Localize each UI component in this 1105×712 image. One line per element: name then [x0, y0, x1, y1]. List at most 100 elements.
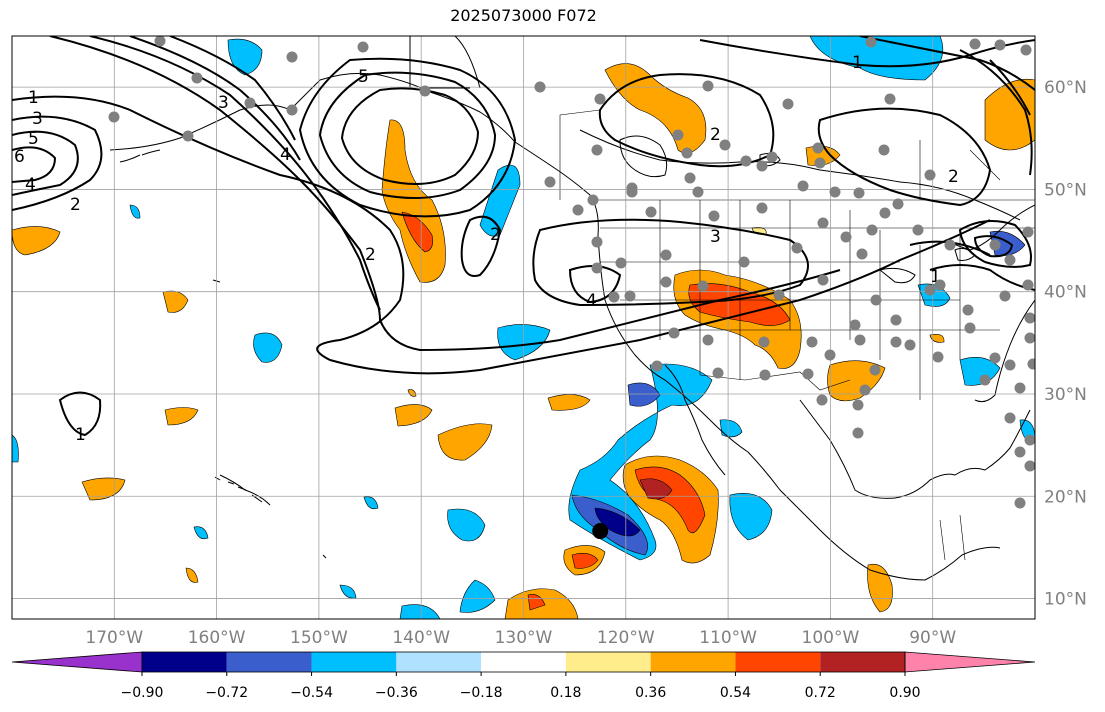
- station-dot: [865, 36, 877, 48]
- station-dot: [660, 276, 672, 288]
- station-dot: [870, 294, 882, 306]
- station-dot: [853, 187, 865, 199]
- contour-label-2-mid: 2: [365, 245, 376, 265]
- station-dot: [934, 279, 946, 291]
- station-dot: [892, 198, 904, 210]
- station-dot: [154, 36, 166, 47]
- station-dot: [773, 289, 785, 301]
- station-dot: [594, 93, 606, 105]
- station-dot: [812, 142, 824, 154]
- colorbar-bin: [142, 652, 227, 672]
- lon-tick-label: 150°W: [290, 628, 348, 648]
- station-dot: [791, 242, 803, 254]
- colorbar-bin: [396, 652, 482, 672]
- colorbar-bin: [735, 652, 821, 672]
- station-dot: [357, 41, 369, 53]
- contour-lines: [12, 36, 1035, 437]
- station-dot: [979, 374, 991, 386]
- station-dot: [856, 248, 868, 260]
- station-dot: [702, 334, 714, 346]
- station-dot: [912, 224, 924, 236]
- station-dot: [1004, 254, 1016, 266]
- station-dot: [849, 319, 861, 331]
- colorbar-tick-labels: −0.90 −0.72 −0.54 −0.36 −0.18 0.18 0.36 0.54 0.7…: [121, 672, 921, 701]
- station-dot: [286, 51, 298, 63]
- lon-tick-label: 170°W: [85, 628, 143, 648]
- contour-label-3-us: 3: [710, 227, 721, 247]
- station-dot: [591, 262, 603, 274]
- colorbar-bin: [650, 652, 736, 672]
- contour-label-4-nw: 4: [280, 145, 291, 165]
- station-dot: [572, 204, 584, 216]
- station-dot: [681, 147, 693, 159]
- contour-label-4-us: 4: [586, 291, 597, 311]
- station-dot: [797, 180, 809, 192]
- station-dot: [1024, 332, 1035, 344]
- colorbar-tick-label: −0.54: [290, 685, 333, 701]
- station-dot: [924, 169, 936, 181]
- lon-tick-label: 110°W: [699, 628, 757, 648]
- station-dot: [587, 194, 599, 206]
- lon-tick-label: 160°W: [188, 628, 246, 648]
- lon-tick-label: 130°W: [495, 628, 553, 648]
- colorbar: [11, 651, 1036, 673]
- station-dot: [591, 144, 603, 156]
- station-dot: [738, 256, 750, 268]
- station-dot: [814, 157, 826, 169]
- colorbar-bin: [565, 652, 651, 672]
- station-dot: [1024, 460, 1035, 472]
- station-dot: [969, 38, 981, 50]
- station-dot: [1024, 312, 1035, 324]
- lon-tick-label: 90°W: [909, 628, 956, 648]
- contour-label-3: 3: [32, 109, 43, 129]
- colorbar-tick-label: −0.90: [121, 685, 164, 701]
- station-dot: [419, 85, 431, 97]
- station-dot: [869, 364, 881, 376]
- lat-tick-label: 10°N: [1044, 590, 1087, 610]
- colorbar-frame: [141, 651, 906, 673]
- station-dot: [668, 327, 680, 339]
- station-dot: [651, 360, 663, 372]
- station-dot: [719, 139, 731, 151]
- station-dot: [806, 336, 818, 348]
- station-dot: [824, 349, 836, 361]
- map-title: 2025073000 F072: [450, 6, 597, 25]
- station-dot: [645, 206, 657, 218]
- station-dot: [1027, 358, 1035, 370]
- station-dot: [962, 304, 974, 316]
- station-dot: [1022, 226, 1034, 238]
- station-dot: [756, 202, 768, 214]
- station-dot: [1020, 44, 1032, 56]
- colorbar-bin: [820, 652, 905, 672]
- station-dot: [702, 80, 714, 92]
- colorbar-tick-label: −0.72: [205, 685, 248, 701]
- colorbar-extend-min: [11, 651, 143, 673]
- contour-label-1-east: 1: [930, 267, 941, 287]
- station-dot: [697, 280, 709, 292]
- station-dot: [879, 207, 891, 219]
- political-borders: [559, 109, 1035, 561]
- station-dot: [740, 155, 752, 167]
- contour-labels: 1 3 5 6 4 2 3 4 5 2 2 3 4 2 1 2 1 1: [14, 53, 959, 445]
- contour-label-4-west: 4: [25, 175, 36, 195]
- negative-anomaly-shading: [12, 36, 1035, 619]
- station-dot: [817, 274, 829, 286]
- lat-tick-label: 60°N: [1044, 78, 1087, 98]
- colorbar-tick-label: −0.18: [460, 685, 503, 701]
- colorbar-bin: [226, 652, 312, 672]
- station-dot: [191, 72, 203, 84]
- station-dot: [591, 236, 603, 248]
- station-dot: [624, 290, 636, 302]
- station-dot: [866, 224, 878, 236]
- colorbar-extend-max: [904, 651, 1036, 673]
- station-dot: [890, 314, 902, 326]
- station-dot: [692, 186, 704, 198]
- contour-label-5: 5: [28, 129, 39, 149]
- lat-tick-label: 40°N: [1044, 283, 1087, 303]
- station-dot: [1004, 359, 1016, 371]
- station-dot: [708, 210, 720, 222]
- station-dot: [182, 130, 194, 142]
- station-dot: [964, 322, 976, 334]
- station-dot: [1022, 279, 1034, 291]
- station-dot: [932, 351, 944, 363]
